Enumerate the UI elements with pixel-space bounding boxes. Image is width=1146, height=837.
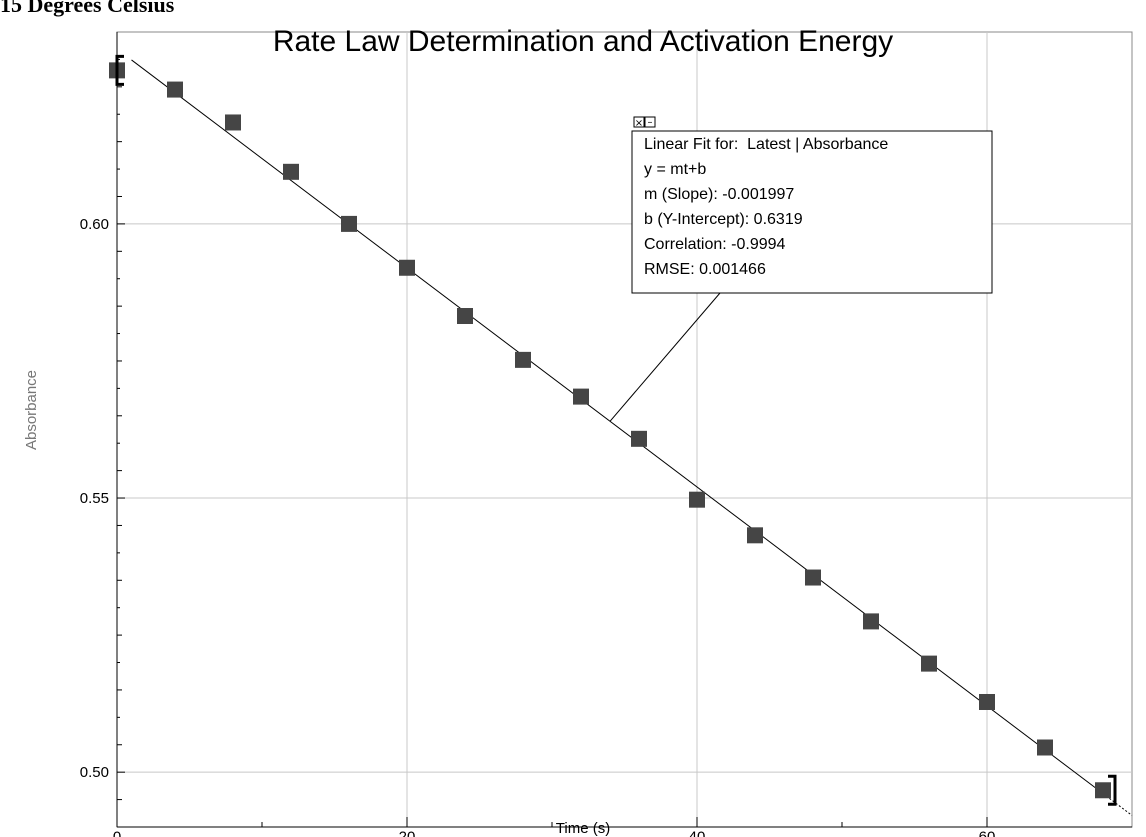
fit-line (131, 59, 1104, 794)
data-point (979, 693, 995, 710)
annotation-box (631, 130, 993, 294)
data-point (1095, 782, 1111, 799)
x-tick-label: 60 (979, 828, 996, 837)
data-point (399, 259, 415, 276)
data-point (863, 613, 879, 630)
data-point (573, 388, 589, 405)
fit-line-layer (131, 59, 1133, 816)
annotation-line: RMSE: 0.001466 (644, 261, 766, 278)
y-tick-label: 0.55 (80, 490, 109, 507)
minimize-icon: – (648, 117, 653, 128)
data-point (515, 351, 531, 368)
data-point (689, 491, 705, 508)
data-point (747, 527, 763, 544)
data-point (805, 569, 821, 586)
linear-fit-annotation[interactable]: × – Linear Fit for: Latest | Absorbance … (609, 116, 993, 422)
annotation-minimize-button[interactable]: – (644, 116, 656, 128)
selection-brackets[interactable] (115, 54, 1117, 806)
annotation-line: Correlation: -0.9994 (644, 236, 786, 253)
data-point (921, 655, 937, 672)
data-points (109, 62, 1111, 799)
annotation-line: m (Slope): -0.001997 (644, 186, 794, 203)
data-point (457, 308, 473, 325)
data-point (1037, 739, 1053, 756)
annotation-line: y = mt+b (644, 161, 706, 178)
data-point (341, 215, 357, 232)
close-icon: × (635, 118, 643, 129)
y-tick-label: 0.50 (80, 764, 109, 781)
chart-title: Rate Law Determination and Activation En… (273, 25, 893, 58)
data-point (167, 81, 183, 98)
y-tick-label: 0.60 (80, 216, 109, 233)
data-point (225, 114, 241, 131)
page-header: 15 Degrees Celsius (0, 0, 175, 17)
annotation-line: Linear Fit for: Latest | Absorbance (644, 136, 888, 153)
x-tick-label: 40 (689, 828, 706, 837)
y-axis-title: Absorbance (23, 370, 40, 450)
tick-labels: 0 20 40 60 0.50 0.55 0.60 (80, 216, 996, 837)
annotation-line: b (Y-Intercept): 0.6319 (644, 211, 803, 228)
selection-bracket-end[interactable] (1108, 774, 1117, 806)
selection-bracket-start[interactable] (115, 54, 124, 86)
annotation-close-button[interactable]: × (633, 116, 645, 129)
data-point (283, 163, 299, 180)
axes (116, 32, 1132, 828)
x-axis-title: Time (s) (556, 820, 610, 837)
x-tick-label: 0 (113, 828, 121, 837)
data-point (631, 430, 647, 447)
x-tick-label: 20 (399, 828, 416, 837)
annotation-leader-line (609, 292, 721, 422)
